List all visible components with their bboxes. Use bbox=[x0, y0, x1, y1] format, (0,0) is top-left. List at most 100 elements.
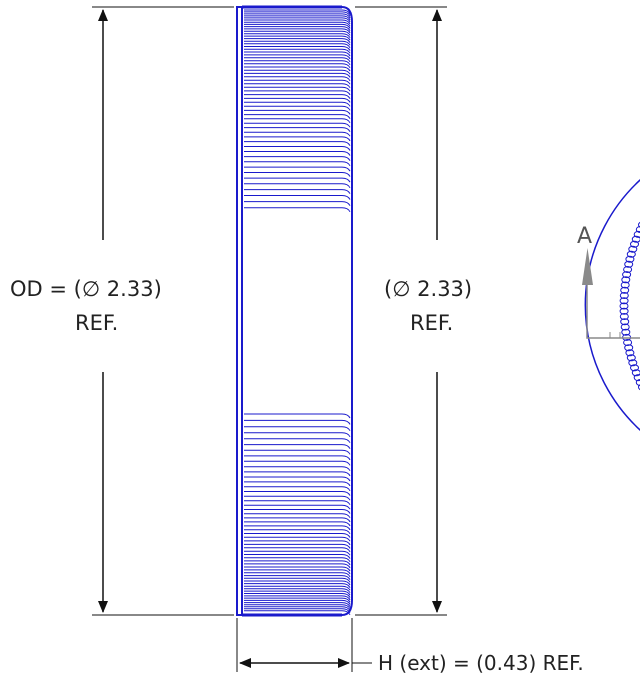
height-dimension: H (ext) = (0.43) REF. bbox=[236, 618, 584, 675]
spring-coil-line bbox=[244, 593, 351, 598]
spring-coil-line bbox=[244, 413, 351, 419]
spring-coil-line bbox=[244, 19, 351, 25]
od-ref-note: REF. bbox=[75, 311, 118, 335]
spring-coils-top bbox=[244, 9, 351, 213]
spring-coil-line bbox=[244, 419, 351, 425]
spring-coil-line bbox=[244, 517, 351, 523]
spring-coil-line bbox=[244, 105, 351, 111]
spring-coil-line bbox=[244, 476, 351, 482]
spring-coil-line bbox=[244, 577, 351, 583]
spring-front-coil bbox=[630, 240, 639, 248]
spring-coil-line bbox=[244, 63, 351, 69]
spring-front-coil bbox=[633, 374, 640, 382]
spring-coil-line bbox=[244, 94, 351, 99]
spring-coil-line bbox=[244, 46, 351, 51]
spring-coil-line bbox=[244, 109, 351, 115]
spring-coil-line bbox=[244, 183, 351, 189]
spring-coil-line bbox=[244, 580, 351, 586]
section-letter: A bbox=[577, 224, 592, 249]
spring-coil-line bbox=[244, 43, 351, 49]
spring-front-coil bbox=[621, 328, 631, 336]
spring-coil-line bbox=[244, 11, 351, 17]
spring-coil-line bbox=[244, 563, 351, 569]
spring-coil-line bbox=[244, 602, 351, 607]
spring-front-coil bbox=[621, 276, 631, 284]
diameter-ref-note: REF. bbox=[410, 311, 453, 335]
spring-coil-line bbox=[244, 101, 351, 107]
spring-coil-line bbox=[244, 525, 351, 531]
spring-coil-line bbox=[244, 550, 351, 556]
spring-coil-line bbox=[244, 189, 351, 194]
spring-coil-line bbox=[244, 127, 351, 132]
spring-coil-line bbox=[244, 426, 351, 431]
spring-coil-line bbox=[244, 610, 351, 616]
spring-coil-line bbox=[244, 33, 351, 38]
spring-coil-line bbox=[244, 161, 351, 167]
spring-coil-line bbox=[244, 557, 351, 562]
spring-coil-line bbox=[244, 491, 351, 496]
spring-coil-line bbox=[244, 533, 351, 538]
spring-front-coil bbox=[619, 307, 629, 315]
spring-front-inner-arc bbox=[584, 179, 640, 431]
spring-coil-line bbox=[244, 97, 351, 103]
spring-coil-line bbox=[244, 30, 351, 36]
spring-coil-line bbox=[244, 69, 351, 75]
diameter-label: (∅ 2.33) bbox=[384, 277, 472, 301]
spring-coil-line bbox=[244, 146, 351, 151]
spring-coil-line bbox=[244, 72, 351, 78]
spring-coil-line bbox=[244, 543, 351, 549]
spring-coil-line bbox=[244, 21, 351, 27]
spring-coil-line bbox=[244, 54, 351, 60]
spring-front-coil bbox=[633, 230, 640, 238]
spring-coil-line bbox=[244, 48, 351, 54]
spring-front-coil bbox=[620, 281, 630, 289]
spring-coil-line bbox=[244, 35, 351, 41]
spring-coil-line bbox=[244, 513, 351, 518]
spring-coil-line bbox=[244, 583, 351, 588]
spring-front-coil bbox=[630, 364, 639, 372]
spring-coils-bottom bbox=[244, 413, 351, 616]
spring-front-coil bbox=[619, 292, 629, 299]
spring-coil-line bbox=[244, 432, 351, 438]
spring-right-edge bbox=[341, 6, 353, 616]
spring-coil-line bbox=[244, 536, 351, 542]
spring-front-coil bbox=[635, 379, 640, 386]
spring-coil-line bbox=[244, 466, 351, 471]
section-arrow-icon bbox=[582, 248, 593, 285]
spring-coil-line bbox=[244, 569, 351, 575]
spring-coil-line bbox=[244, 471, 351, 477]
spring-coil-line bbox=[244, 486, 351, 492]
spring-coil-line bbox=[244, 495, 351, 501]
spring-front-coil bbox=[638, 221, 640, 228]
section-marker-a: A bbox=[577, 224, 640, 339]
spring-front-coil bbox=[624, 344, 634, 352]
spring-coil-line bbox=[244, 547, 351, 553]
height-label: H (ext) = (0.43) REF. bbox=[378, 651, 584, 675]
spring-coil-line bbox=[244, 141, 351, 146]
spring-coil-line bbox=[244, 90, 351, 96]
spring-coil-line bbox=[244, 57, 351, 63]
spring-coil-line bbox=[244, 597, 351, 603]
spring-coil-line bbox=[244, 131, 351, 137]
spring-front-coil bbox=[620, 318, 630, 326]
spring-front-coil bbox=[631, 235, 640, 243]
spring-coil-line bbox=[244, 195, 351, 200]
spring-coil-line bbox=[244, 560, 351, 566]
diameter-ref-dimension: (∅ 2.33) REF. bbox=[355, 6, 472, 616]
spring-front-coil bbox=[628, 245, 638, 253]
spring-coil-line bbox=[244, 86, 351, 92]
spring-front-view-partial bbox=[584, 179, 640, 431]
spring-coil-line bbox=[244, 83, 351, 88]
spring-front-coil bbox=[631, 369, 640, 377]
spring-coil-line bbox=[244, 438, 351, 443]
spring-front-coil bbox=[623, 339, 633, 346]
spring-coil-line bbox=[244, 177, 351, 183]
spring-coil-line bbox=[244, 118, 351, 124]
spring-coil-line bbox=[244, 23, 351, 29]
spring-coil-line bbox=[244, 38, 351, 43]
spring-front-coil bbox=[622, 271, 632, 279]
spring-coil-line bbox=[244, 521, 351, 527]
spring-coil-line bbox=[244, 509, 351, 514]
spring-coil-line bbox=[244, 455, 351, 461]
spring-front-coil bbox=[638, 384, 640, 391]
